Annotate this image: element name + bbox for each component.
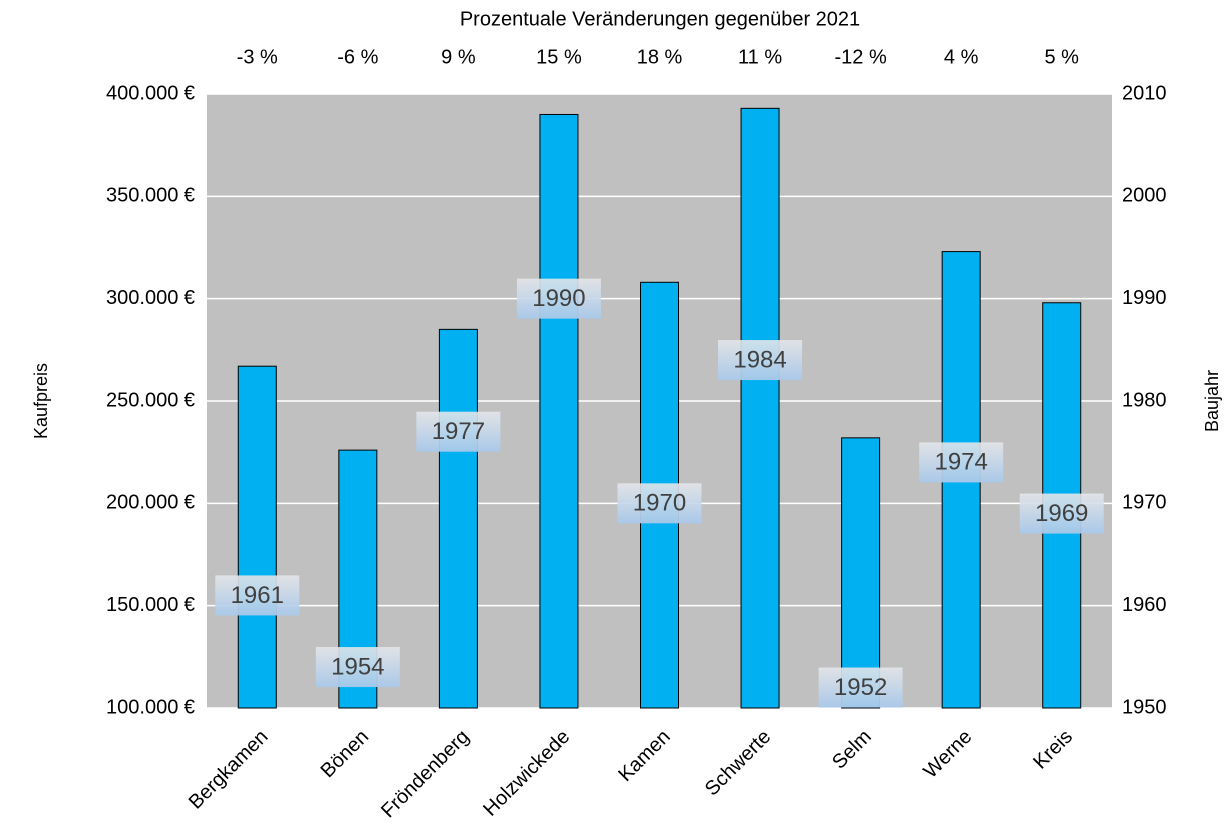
y-tick-label: 400.000 € (106, 82, 195, 104)
value-label: 1952 (834, 674, 887, 701)
y-tick-label: 150.000 € (106, 594, 195, 616)
value-label-box (818, 667, 903, 708)
value-label: 1984 (733, 346, 786, 373)
chart-title: Prozentuale Veränderungen gegenüber 2021 (460, 8, 860, 30)
value-label: 1954 (331, 653, 384, 680)
x-tick-label: Kreis (1029, 726, 1077, 774)
y-tick-label: 350.000 € (106, 185, 195, 207)
x-tick-label: Schwerte (701, 726, 776, 801)
x-tick-label: Holzwickede (479, 726, 574, 821)
bar (539, 113, 579, 709)
value-label-box (617, 483, 702, 524)
y2-axis-title: Baujahr (1202, 370, 1222, 432)
x-tick-label: Fröndenberg (377, 726, 474, 823)
bar (438, 328, 478, 709)
y-tick-label: 300.000 € (106, 287, 195, 309)
y2-tick-label: 2010 (1122, 82, 1167, 104)
y2-tick-label: 2000 (1122, 185, 1167, 207)
change-label: 4 % (944, 46, 979, 68)
change-label: 18 % (637, 46, 683, 68)
value-label-box (1019, 493, 1104, 534)
change-label: 11 % (738, 46, 782, 68)
change-label: 9 % (441, 46, 476, 68)
value-label: 1977 (432, 418, 485, 445)
y-axis-title: Kaufpreis (31, 363, 51, 439)
value-label-box (315, 647, 400, 688)
y2-tick-label: 1960 (1122, 594, 1167, 616)
change-label: 5 % (1044, 46, 1079, 68)
change-label: -3 % (237, 46, 278, 68)
value-label-box (919, 442, 1004, 483)
value-label: 1969 (1035, 500, 1088, 527)
value-label: 1961 (231, 582, 284, 609)
value-label: 1990 (532, 285, 585, 312)
y2-tick-label: 1980 (1122, 389, 1167, 411)
y2-tick-label: 1970 (1122, 492, 1167, 514)
value-label: 1970 (633, 490, 686, 517)
x-tick-label: Bönen (317, 726, 373, 782)
x-tick-label: Selm (828, 726, 876, 774)
y-tick-label: 250.000 € (106, 389, 195, 411)
bar (841, 437, 881, 709)
change-label: -12 % (834, 46, 886, 68)
y2-tick-label: 1990 (1122, 287, 1167, 309)
y2-tick-label: 1950 (1122, 696, 1167, 718)
y-tick-label: 200.000 € (106, 492, 195, 514)
bar (237, 365, 277, 709)
y-tick-label: 100.000 € (106, 696, 195, 718)
value-label-box (416, 411, 501, 452)
change-label: -6 % (337, 46, 378, 68)
x-tick-label: Werne (919, 726, 976, 783)
value-label-box (215, 575, 300, 616)
value-label: 1974 (934, 449, 987, 476)
x-tick-label: Bergkamen (185, 726, 273, 814)
value-label-box (516, 278, 601, 319)
value-label-box (718, 340, 803, 381)
change-label: 15 % (536, 46, 582, 68)
x-tick-label: Kamen (614, 726, 674, 786)
bar (740, 107, 780, 709)
